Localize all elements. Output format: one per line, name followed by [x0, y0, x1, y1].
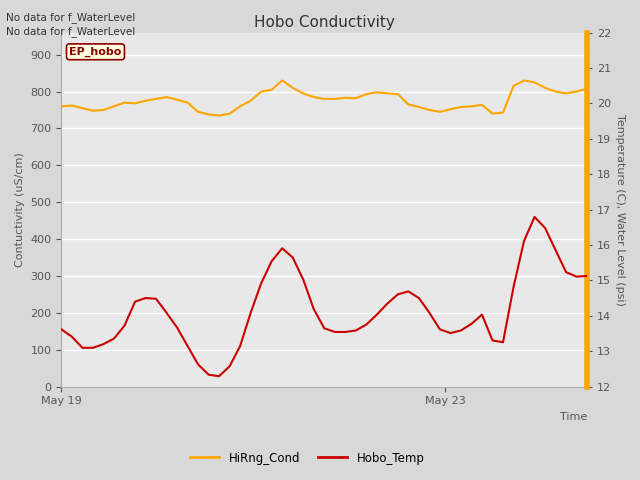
Text: EP_hobo: EP_hobo: [69, 47, 122, 57]
Y-axis label: Temperature (C), Water Level (psi): Temperature (C), Water Level (psi): [615, 114, 625, 305]
Title: Hobo Conductivity: Hobo Conductivity: [254, 15, 395, 30]
Text: No data for f_WaterLevel: No data for f_WaterLevel: [6, 26, 136, 37]
Legend: HiRng_Cond, Hobo_Temp: HiRng_Cond, Hobo_Temp: [185, 447, 429, 469]
Y-axis label: Contuctivity (uS/cm): Contuctivity (uS/cm): [15, 152, 25, 267]
Text: No data for f_WaterLevel: No data for f_WaterLevel: [6, 12, 136, 23]
X-axis label: Time: Time: [560, 412, 587, 422]
